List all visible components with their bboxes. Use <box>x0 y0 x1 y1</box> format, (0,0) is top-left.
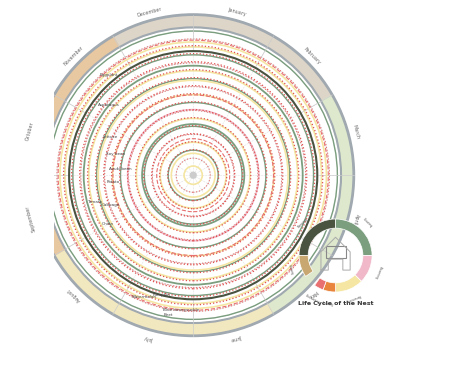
Polygon shape <box>321 95 354 175</box>
Text: Harvesting: Harvesting <box>344 293 361 303</box>
Text: Tomato: Tomato <box>87 200 102 204</box>
Polygon shape <box>267 36 332 101</box>
Text: Lettuce: Lettuce <box>103 135 118 139</box>
Polygon shape <box>33 175 65 256</box>
Text: Soy bean: Soy bean <box>106 153 125 157</box>
Text: December: December <box>137 7 163 18</box>
Wedge shape <box>336 219 372 256</box>
Text: June: June <box>231 334 243 342</box>
Text: September: September <box>24 205 36 233</box>
Text: October: October <box>26 122 35 142</box>
Polygon shape <box>113 15 193 47</box>
Wedge shape <box>323 281 336 292</box>
Text: November: November <box>63 45 85 67</box>
Polygon shape <box>54 249 119 314</box>
Polygon shape <box>54 36 119 101</box>
Wedge shape <box>315 278 326 290</box>
Text: Cabbage: Cabbage <box>102 203 120 207</box>
Polygon shape <box>321 175 354 256</box>
Polygon shape <box>267 249 332 314</box>
Text: Potato: Potato <box>107 180 120 184</box>
Text: Watermelon: Watermelon <box>131 295 156 299</box>
Text: March: March <box>352 124 360 139</box>
Wedge shape <box>355 255 372 281</box>
Circle shape <box>190 172 196 178</box>
Text: Blooming: Blooming <box>374 265 383 280</box>
Text: Planning: Planning <box>297 217 309 229</box>
Text: Beet: Beet <box>164 314 173 318</box>
Text: Canning: Canning <box>321 299 334 305</box>
Polygon shape <box>193 303 273 336</box>
Wedge shape <box>299 255 313 276</box>
Text: Asparagus: Asparagus <box>99 103 120 107</box>
Text: Growing: Growing <box>362 218 374 229</box>
Text: July: July <box>145 334 155 342</box>
Polygon shape <box>113 303 193 336</box>
Wedge shape <box>336 275 361 292</box>
Text: August: August <box>66 287 82 302</box>
Text: Eggplant: Eggplant <box>100 73 118 77</box>
Text: Pumpkin: Pumpkin <box>152 293 170 297</box>
Text: Preserving: Preserving <box>305 292 321 303</box>
Text: January: January <box>227 7 246 17</box>
Wedge shape <box>299 219 336 256</box>
Text: Azuki bean: Azuki bean <box>109 167 132 171</box>
Text: May: May <box>307 289 318 300</box>
Text: April: April <box>352 213 360 225</box>
Text: Storing: Storing <box>289 263 295 274</box>
Text: Life Cycle of the Nest: Life Cycle of the Nest <box>298 301 374 306</box>
Text: Blue honeysuckle: Blue honeysuckle <box>164 308 200 312</box>
Text: Onion: Onion <box>102 223 114 226</box>
Text: February: February <box>303 46 322 65</box>
Polygon shape <box>33 95 65 175</box>
Polygon shape <box>193 15 273 47</box>
